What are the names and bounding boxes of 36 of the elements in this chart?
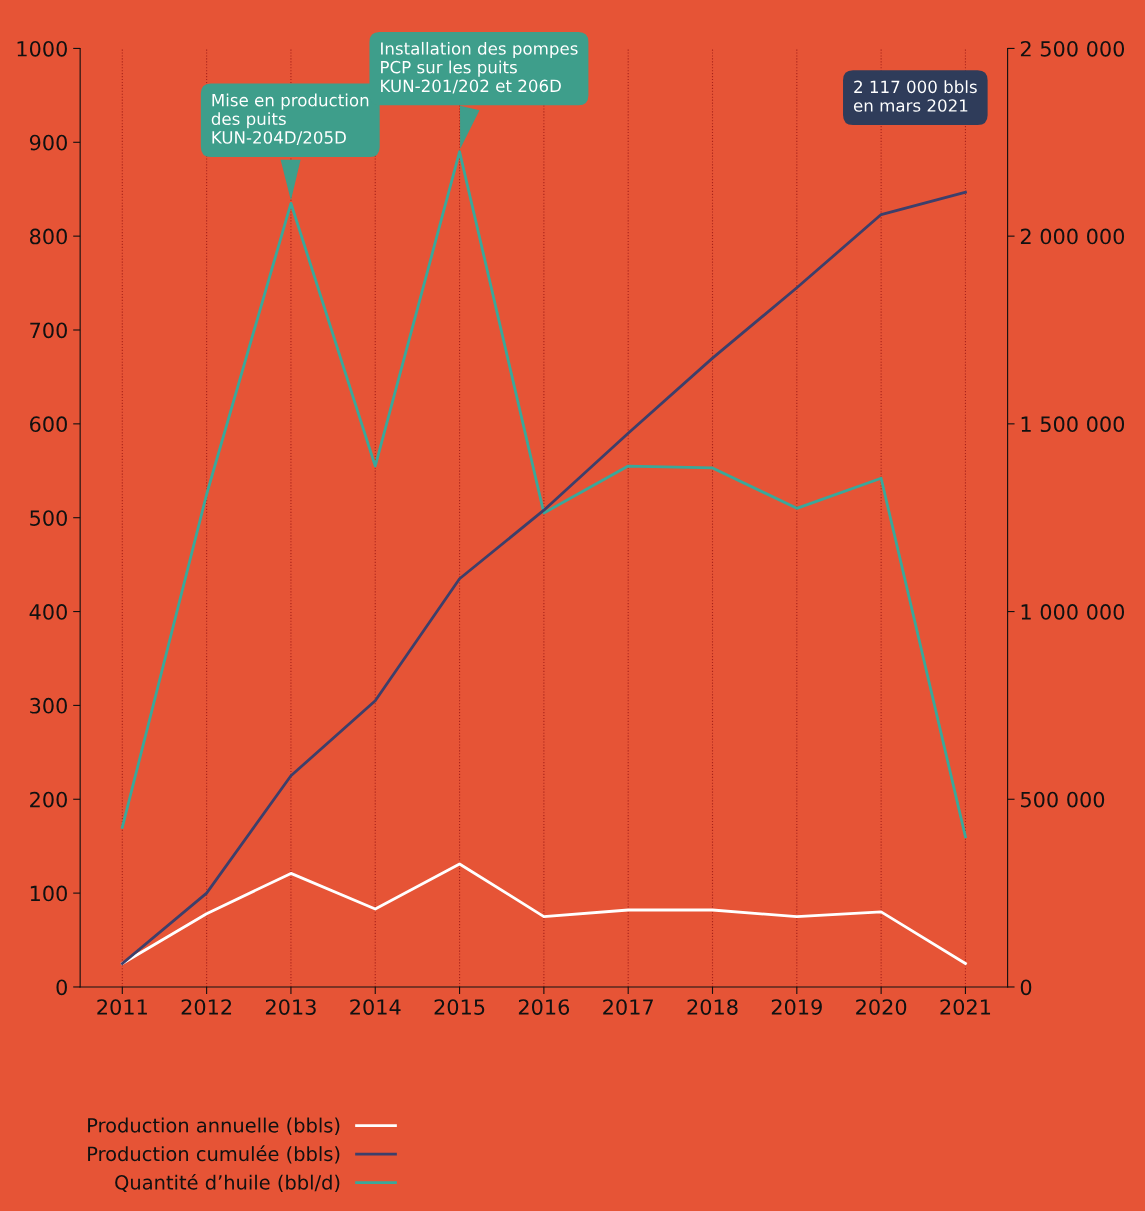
y-tick-label: 600: [30, 416, 67, 433]
y2-tick-label: 2 000 000: [1020, 228, 1125, 245]
y-tick-label: 200: [30, 791, 67, 808]
annotation: Installation des pompes PCP sur les puits KUN-201/202 et 206D: [381, 41, 578, 94]
y-tick-label: 900: [29, 134, 67, 151]
y-tick-label: 100: [30, 885, 67, 902]
annotation: Mise en production des puits KUN-204D/205D: [211, 93, 369, 146]
x-tick-label: 2012: [181, 999, 232, 1015]
y2-tick-label: 0: [1020, 979, 1032, 996]
x-tick-label: 2015: [434, 999, 485, 1015]
x-tick-label: 2014: [350, 999, 401, 1015]
legend-label: Production cumulée (bbls): [88, 1145, 340, 1164]
y2-tick-label: 1 000 000: [1021, 604, 1125, 620]
legend-label: Production annuelle (bbls): [88, 1117, 340, 1135]
y-tick-label: 800: [29, 228, 67, 245]
y-tick-label: 0: [56, 979, 67, 996]
x-tick-label: 2021: [940, 999, 991, 1015]
y-tick-label: 1000: [17, 40, 67, 57]
annotation: 2 117 000 bbls en mars 2021: [853, 80, 977, 112]
y2-tick-label: 1 500 000: [1021, 416, 1125, 433]
y2-tick-label: 500 000: [1021, 791, 1105, 808]
x-tick-label: 2011: [97, 999, 147, 1015]
x-tick-label: 2016: [518, 999, 570, 1015]
x-tick-label: 2020: [856, 999, 907, 1015]
y-tick-label: 300: [30, 697, 67, 714]
x-tick-label: 2019: [771, 999, 822, 1015]
x-tick-label: 2013: [265, 999, 316, 1015]
y-tick-label: 500: [30, 510, 67, 526]
x-tick-label: 2017: [603, 999, 653, 1015]
y2-tick-label: 2 500 000: [1020, 40, 1125, 57]
y-tick-label: 700: [30, 322, 67, 339]
x-tick-label: 2018: [687, 999, 738, 1015]
line-series: [120, 190, 967, 965]
line-series: [120, 150, 967, 839]
y-tick-label: 400: [29, 604, 67, 620]
legend-label: Quantité d’huile (bbl/d): [115, 1173, 340, 1193]
